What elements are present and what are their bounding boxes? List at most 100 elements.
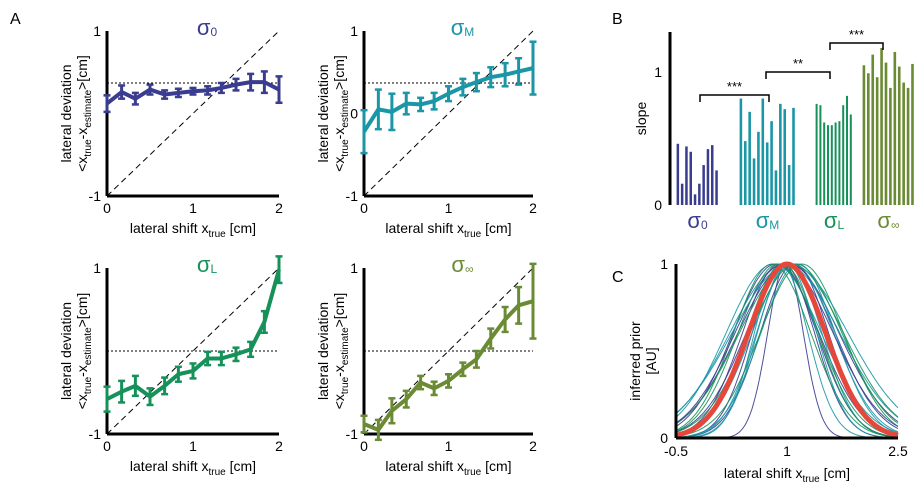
individual-prior-curve [675, 263, 899, 437]
bar [685, 146, 688, 205]
bar [849, 114, 852, 205]
x-tick-label: -0.5 [664, 443, 688, 459]
bar [911, 63, 914, 205]
bar [770, 121, 773, 205]
bar [715, 170, 718, 205]
panel-a4-sigmaInf-chart: -1 1 0 1 2 lateral shift xtrue [cm] lateral de… [315, 252, 537, 478]
significance-bracket [765, 71, 831, 79]
y-axis-label-line2: [AU] [643, 347, 659, 374]
x-tick-label: 2 [529, 200, 537, 216]
x-tick-label: 0 [360, 200, 368, 216]
bar [739, 98, 743, 205]
identity-line [363, 30, 534, 197]
bar [761, 98, 765, 205]
bar [897, 66, 901, 205]
y-tick-label: -1 [346, 426, 359, 442]
bar [830, 125, 833, 205]
y-tick-label: 1 [93, 23, 101, 39]
bar [823, 122, 826, 205]
group-label: σ0 [687, 208, 708, 233]
bar [902, 82, 905, 205]
bar [846, 95, 848, 205]
bar [792, 107, 795, 205]
series-line [362, 66, 534, 133]
panel-letter-a: A [10, 11, 21, 28]
bar [906, 87, 910, 205]
x-axis-label: lateral shift xtrue [cm] [385, 458, 511, 478]
bar [689, 151, 692, 205]
bar [875, 77, 879, 205]
x-tick-label: 1 [189, 438, 197, 454]
y-axis-label-line2: <xtrue-xestimate>[cm] [331, 293, 351, 410]
panel-c-inferred-prior-chart: 0 1 -0.5 1 2.5 lateral shift xtrue [cm] inferr… [627, 256, 908, 485]
group-label: σ∞ [877, 208, 899, 233]
y-tick-label: 1 [660, 256, 668, 272]
individual-prior-curve [675, 263, 899, 438]
individual-prior-curve [675, 263, 899, 437]
y-axis-label: slope [633, 102, 649, 136]
bar [783, 109, 787, 205]
individual-prior-curve [675, 263, 899, 433]
y-tick-label: 1 [654, 64, 662, 80]
x-tick-label: 2 [275, 200, 283, 216]
y-axis-label-line2: <xtrue-xestimate>[cm] [74, 293, 94, 410]
y-tick-label: 0 [660, 430, 668, 446]
bar [706, 149, 710, 205]
bar [889, 87, 892, 205]
bar [787, 165, 791, 205]
bar [871, 54, 875, 205]
bar [827, 125, 829, 205]
group-label: σM [756, 208, 780, 233]
significance-label: *** [849, 27, 864, 42]
series-line [105, 80, 280, 106]
panel-letter-c: C [612, 269, 624, 286]
bar [893, 51, 897, 205]
group-label: σL [824, 208, 845, 233]
individual-prior-curve [675, 263, 899, 433]
significance-bracket [829, 42, 884, 50]
x-tick-label: 2 [529, 438, 537, 454]
x-tick-label: 2 [275, 438, 283, 454]
y-tick-label: 0 [654, 197, 662, 213]
identity-line [106, 30, 280, 197]
mean-prior-curve [675, 261, 899, 438]
bar [884, 62, 888, 205]
x-tick-label: 1 [783, 443, 791, 459]
y-axis-label-line2: <xtrue-xestimate>[cm] [74, 55, 94, 172]
significance-label: *** [727, 79, 742, 94]
bar [819, 105, 822, 205]
chart-title: σL [197, 252, 218, 277]
individual-prior-curve [675, 263, 899, 438]
chart-title: σ∞ [451, 252, 473, 277]
y-tick-label: -1 [89, 188, 102, 204]
individual-prior-curve [675, 263, 899, 414]
y-axis-label-line1: inferred prior [627, 321, 643, 401]
bar [815, 103, 818, 205]
series-line [363, 299, 534, 432]
bar [838, 121, 841, 205]
bar [693, 194, 697, 205]
bar [779, 103, 782, 205]
y-tick-label: -1 [89, 426, 102, 442]
bar [702, 165, 705, 205]
individual-prior-curve [675, 263, 899, 424]
x-axis-label: lateral shift xtrue [cm] [130, 458, 256, 478]
x-tick-label: 0 [103, 200, 111, 216]
x-axis-label: lateral shift xtrue [cm] [130, 220, 256, 240]
panel-a3-sigmaL-chart: -1 1 0 1 2 lateral shift xtrue [cm] lateral de… [58, 252, 283, 478]
y-axis-label-line1: lateral deviation [315, 302, 331, 400]
series-line [106, 269, 281, 401]
bar [698, 183, 701, 205]
y-axis-label-line1: lateral deviation [315, 64, 331, 162]
bar [774, 170, 778, 205]
individual-prior-curve [675, 263, 899, 433]
chart-title: σ0 [197, 15, 218, 40]
significance-label: ** [793, 56, 803, 71]
x-tick-label: 0 [103, 438, 111, 454]
y-axis-label-line1: lateral deviation [58, 302, 74, 400]
bar [752, 158, 756, 205]
bar [867, 73, 870, 205]
individual-prior-curve [675, 263, 899, 425]
bar [834, 122, 837, 205]
